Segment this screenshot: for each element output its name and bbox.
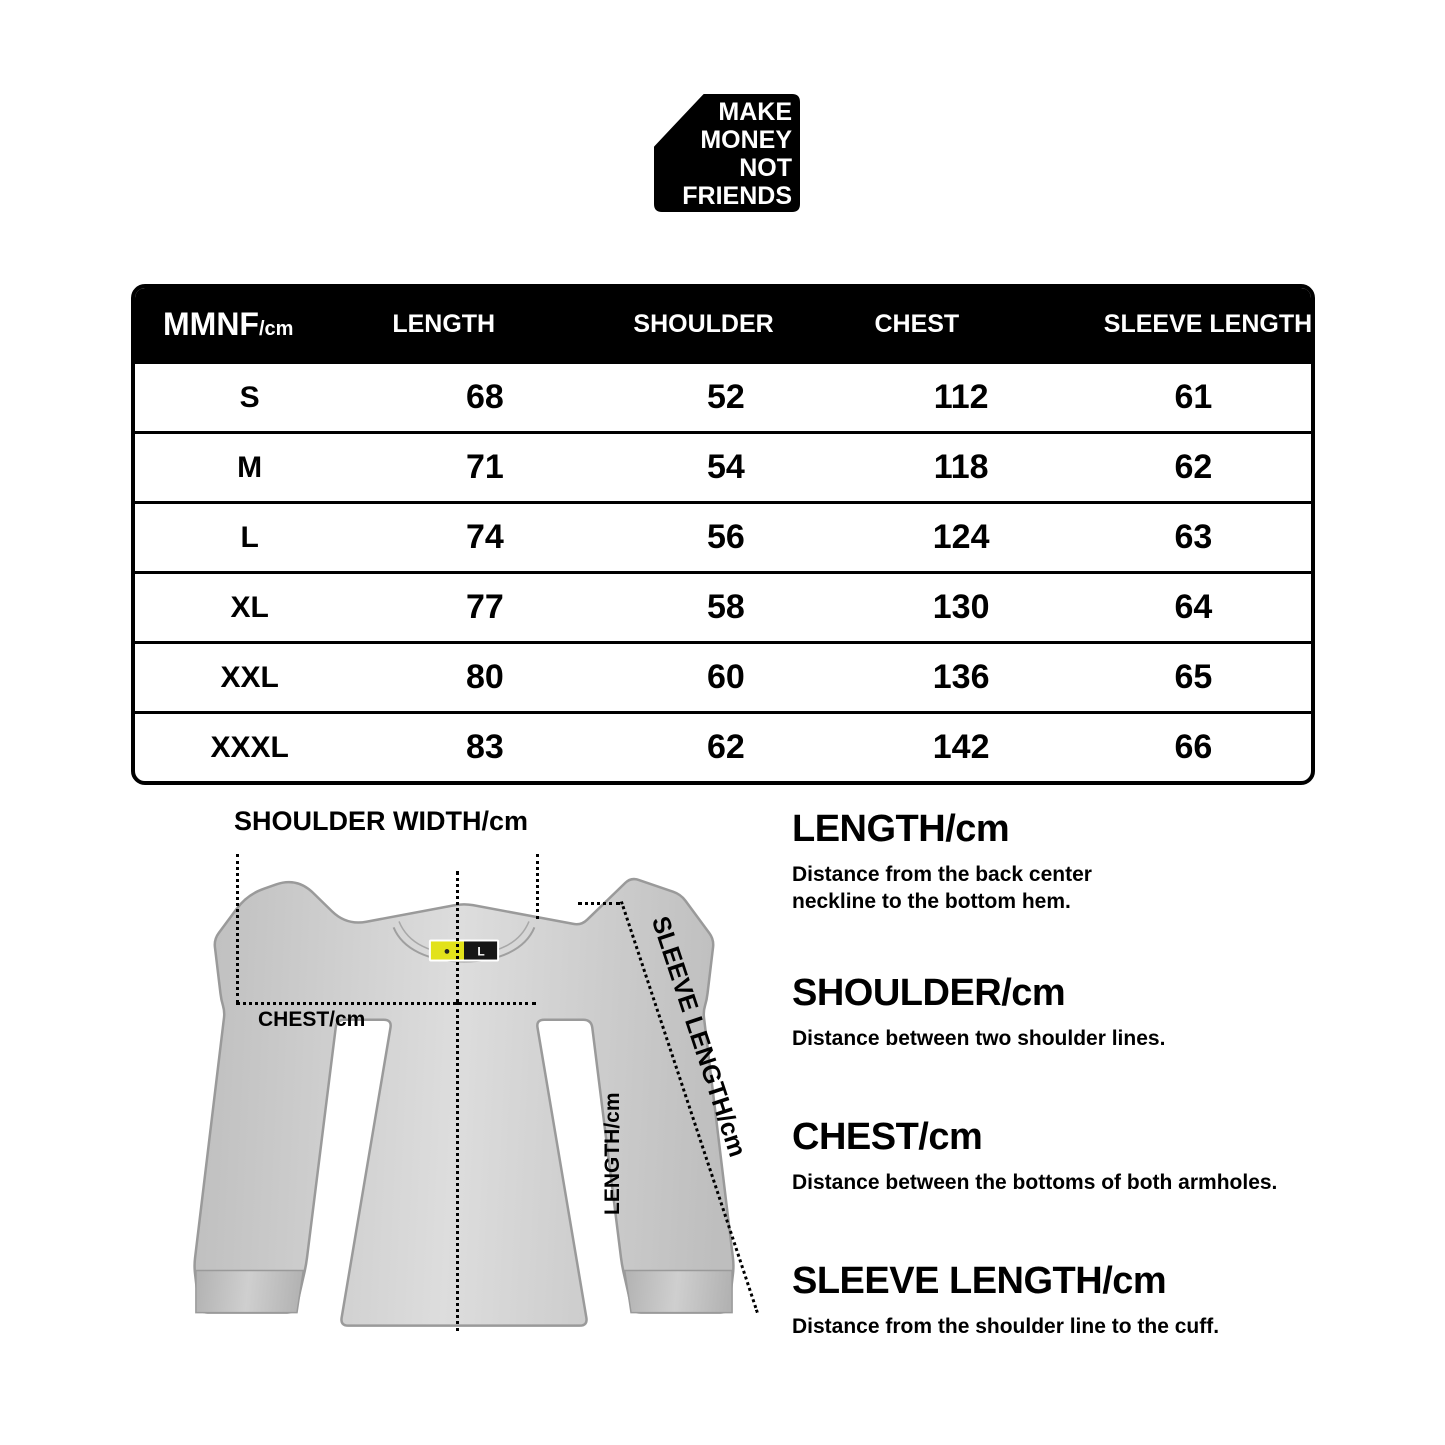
svg-text:●: ● (444, 946, 451, 958)
svg-text:L: L (477, 945, 484, 959)
